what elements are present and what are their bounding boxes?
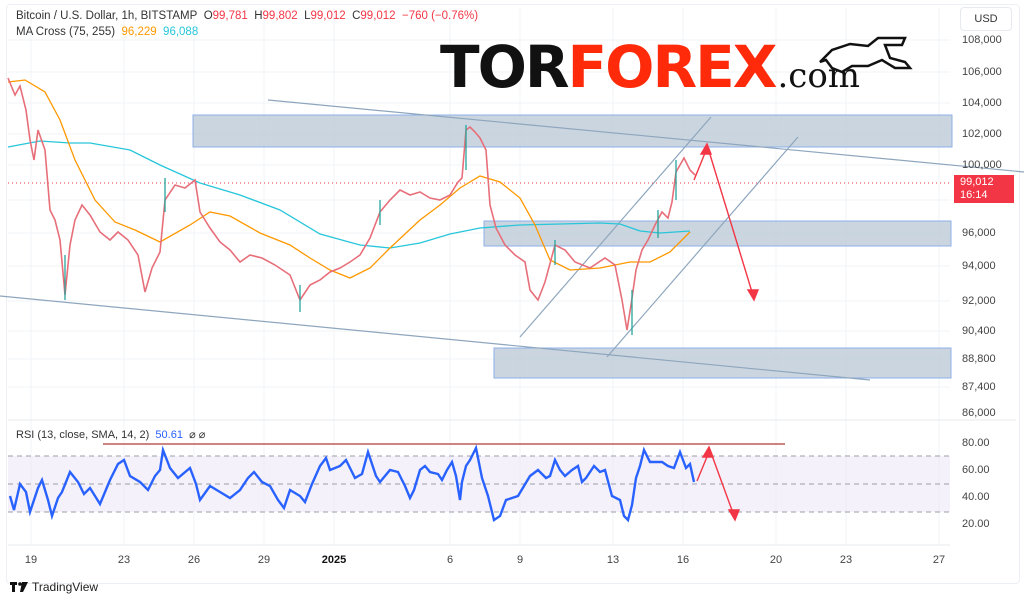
- rsi-legend[interactable]: RSI (13, close, SMA, 14, 2) 50.61 ⌀ ⌀: [16, 428, 205, 441]
- rsi-value: 50.61: [155, 429, 183, 441]
- rsi-forecast-arrows[interactable]: [696, 445, 741, 522]
- bullish-candle-wicks: [64, 125, 677, 335]
- price-candles: [7, 77, 696, 331]
- chart-frame: [6, 4, 1020, 584]
- rsi-visibility-icons[interactable]: ⌀ ⌀: [189, 429, 206, 441]
- tradingview-logo-icon: [10, 582, 28, 592]
- open-value: 99,781: [212, 10, 248, 22]
- torforex-watermark: TOR FOREX .com: [440, 33, 861, 101]
- trendlines[interactable]: [0, 99, 1024, 381]
- symbol-title: Bitcoin / U.S. Dollar, 1h, BITSTAMP: [16, 10, 198, 22]
- change-value: −760 (−0.76%): [401, 10, 479, 22]
- ma-legend[interactable]: MA Cross (75, 255) 96,229 96,088: [16, 26, 198, 38]
- forecast-arrows[interactable]: [693, 142, 760, 302]
- symbol-legend[interactable]: Bitcoin / U.S. Dollar, 1h, BITSTAMP O99,…: [16, 10, 479, 22]
- rsi-line: [8, 444, 696, 523]
- currency-button[interactable]: USD: [960, 7, 1012, 31]
- ma-slow-value: 96,088: [163, 26, 199, 38]
- ma-fast-line: [7, 79, 691, 279]
- close-value: 99,012: [360, 10, 396, 22]
- rsi-label: RSI (13, close, SMA, 14, 2): [16, 429, 150, 441]
- price-zones[interactable]: [192, 114, 953, 379]
- tradingview-brand[interactable]: TradingView: [10, 580, 98, 594]
- high-value: 99,802: [262, 10, 298, 22]
- ma-fast-value: 96,229: [121, 26, 157, 38]
- ma-slow-line: [7, 140, 691, 249]
- last-price-tag: 99,012 16:14: [954, 175, 1014, 203]
- low-value: 99,012: [310, 10, 346, 22]
- ma-label: MA Cross (75, 255): [16, 26, 116, 38]
